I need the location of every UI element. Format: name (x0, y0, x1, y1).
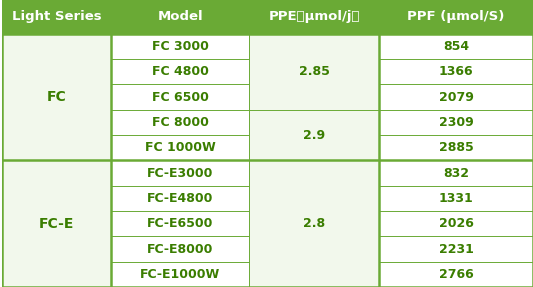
Bar (379, 59, 533, 84)
Text: Light Series: Light Series (12, 10, 102, 24)
Text: 854: 854 (443, 40, 469, 53)
Bar (379, 135, 533, 160)
Text: FC 3000: FC 3000 (152, 40, 208, 53)
Bar (3, 160, 111, 186)
Text: 2026: 2026 (439, 217, 473, 230)
Bar (111, 262, 249, 287)
Bar (3, 186, 111, 211)
Bar (111, 211, 249, 236)
Text: FC-E4800: FC-E4800 (147, 192, 213, 205)
Text: FC-E3000: FC-E3000 (147, 166, 213, 180)
Text: FC: FC (47, 90, 67, 104)
Text: FC-E: FC-E (39, 217, 75, 231)
Bar (249, 0, 379, 34)
Bar (3, 135, 111, 160)
Bar (111, 0, 249, 34)
Bar (3, 110, 111, 135)
Text: FC 8000: FC 8000 (152, 116, 208, 129)
Bar (379, 0, 533, 34)
Bar (3, 59, 111, 84)
Bar (379, 236, 533, 262)
Bar (249, 262, 379, 287)
Bar (379, 262, 533, 287)
Bar (111, 84, 249, 110)
Text: FC 6500: FC 6500 (152, 91, 208, 104)
Bar (249, 110, 379, 135)
Text: 2231: 2231 (439, 243, 473, 255)
Text: FC 1000W: FC 1000W (145, 141, 215, 154)
Text: 2309: 2309 (439, 116, 473, 129)
Text: PPF (μmol/S): PPF (μmol/S) (407, 10, 505, 24)
Text: 2.9: 2.9 (303, 129, 325, 141)
Bar (379, 84, 533, 110)
Bar (3, 34, 111, 59)
Bar (249, 160, 379, 186)
Bar (3, 211, 111, 236)
Bar (111, 135, 249, 160)
Text: FC-E1000W: FC-E1000W (140, 268, 220, 281)
Text: 2885: 2885 (439, 141, 473, 154)
Bar (379, 211, 533, 236)
Bar (3, 262, 111, 287)
Bar (3, 236, 111, 262)
Text: 2.85: 2.85 (298, 65, 329, 78)
Text: FC 4800: FC 4800 (152, 65, 208, 78)
Text: FC-E6500: FC-E6500 (147, 217, 213, 230)
Text: 2766: 2766 (439, 268, 473, 281)
Bar (249, 59, 379, 84)
Bar (249, 84, 379, 110)
Bar (379, 110, 533, 135)
Bar (3, 0, 111, 34)
Text: FC-E8000: FC-E8000 (147, 243, 213, 255)
Bar (111, 34, 249, 59)
Bar (3, 84, 111, 110)
Bar (379, 34, 533, 59)
Text: 832: 832 (443, 166, 469, 180)
Text: Model: Model (157, 10, 203, 24)
Text: 2079: 2079 (439, 91, 473, 104)
Bar (111, 110, 249, 135)
Bar (111, 160, 249, 186)
Text: 2.8: 2.8 (303, 217, 325, 230)
Text: 1366: 1366 (439, 65, 473, 78)
Bar (379, 160, 533, 186)
Text: 1331: 1331 (439, 192, 473, 205)
Bar (111, 236, 249, 262)
Bar (111, 186, 249, 211)
Text: PPE（μmol/j）: PPE（μmol/j） (269, 10, 360, 24)
Bar (249, 135, 379, 160)
Bar (379, 186, 533, 211)
Bar (111, 59, 249, 84)
Bar (249, 34, 379, 59)
Bar (249, 236, 379, 262)
Bar (249, 186, 379, 211)
Bar (249, 211, 379, 236)
